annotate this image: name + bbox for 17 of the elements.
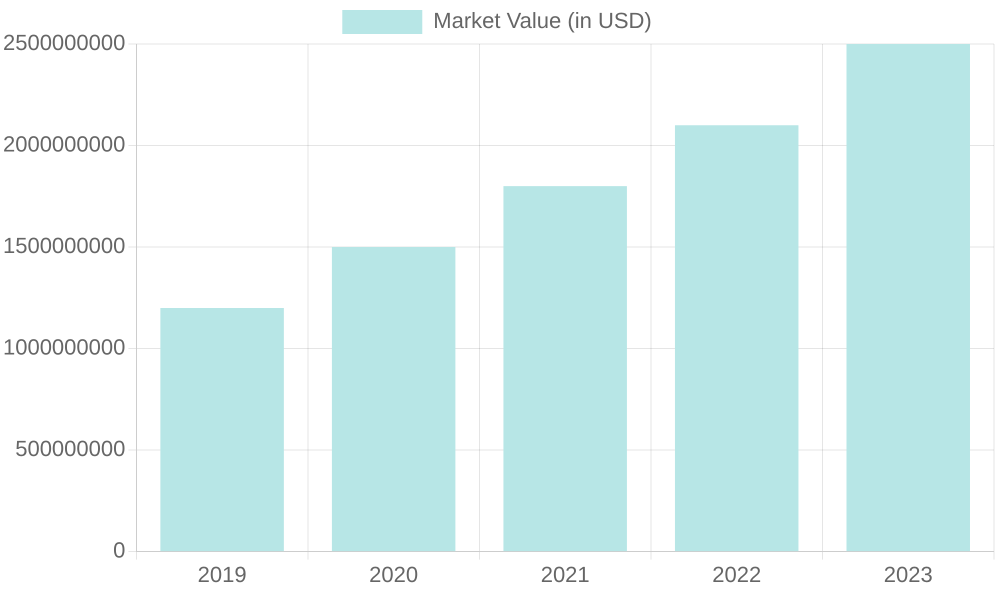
bar xyxy=(674,125,798,552)
bar xyxy=(503,186,627,552)
x-tick-label: 2022 xyxy=(712,562,762,587)
bar xyxy=(332,247,456,552)
y-tick-label: 2000000000 xyxy=(2,132,126,157)
x-tick-label: 2019 xyxy=(198,562,247,587)
x-tick-label: 2023 xyxy=(884,562,933,587)
y-tick-label: 1500000000 xyxy=(2,233,126,258)
x-tick-label: 2021 xyxy=(540,562,590,587)
x-tick-label: 2020 xyxy=(369,562,418,587)
y-tick-label: 0 xyxy=(113,538,126,563)
bar xyxy=(160,308,284,552)
y-tick-label: 1000000000 xyxy=(2,334,126,360)
y-tick-label: 2500000000 xyxy=(2,30,126,56)
bar xyxy=(846,44,970,552)
legend-label: Market Value (in USD) xyxy=(433,8,652,34)
y-tick-label: 500000000 xyxy=(15,436,126,462)
